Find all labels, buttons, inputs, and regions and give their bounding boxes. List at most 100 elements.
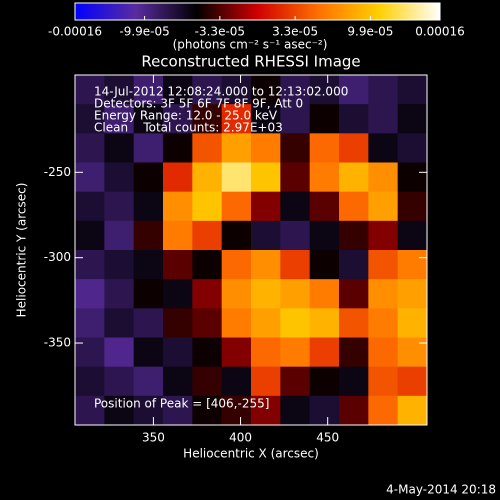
heatmap-cell [104,395,135,426]
heatmap-cell [339,395,369,426]
heatmap-cell [251,220,281,251]
heatmap-cell [368,337,399,368]
heatmap [75,75,428,426]
heatmap-cell [309,162,340,193]
heatmap-cell [221,133,252,163]
heatmap-cell [280,162,311,193]
heatmap-cell [251,162,281,193]
heatmap-cell [368,395,399,426]
chart-title: Reconstructed RHESSI Image [141,53,360,71]
heatmap-cell [280,75,311,105]
heatmap-cell [104,279,135,309]
heatmap-cell [133,220,164,251]
heatmap-cell [339,250,369,280]
heatmap-cell [163,250,193,280]
heatmap-cell [280,220,311,251]
heatmap-cell [221,220,252,251]
heatmap-cell [75,366,105,397]
heatmap-cell [397,220,428,251]
heatmap-cell [75,162,105,193]
heatmap-cell [192,395,223,426]
heatmap-cell [75,308,105,338]
heatmap-cell [75,279,105,309]
heatmap-cell [397,279,428,309]
heatmap-cell [339,191,369,222]
heatmap-cell [75,75,105,105]
heatmap-cell [75,104,105,134]
heatmap-cell [339,162,369,193]
heatmap-cell [339,220,369,251]
heatmap-cell [339,308,369,338]
heatmap-cell [133,366,164,397]
heatmap-cell [163,191,193,222]
heatmap-cell [163,308,193,338]
x-tick-label: 350 [142,431,165,445]
heatmap-cell [368,250,399,280]
heatmap-cell [75,250,105,280]
heatmap-cell [133,308,164,338]
heatmap-cell [309,366,340,397]
colorbar-tick-label: -9.9e-05 [119,25,169,39]
heatmap-cell [251,250,281,280]
heatmap-cell [133,250,164,280]
heatmap-cell [309,133,340,163]
heatmap-cell [192,279,223,309]
heatmap-cell [309,279,340,309]
annotation: Detectors: 3F 5F 6F 7F 8F 9F, Att 0 [94,97,303,111]
heatmap-cell [133,279,164,309]
annotation: 14-Jul-2012 12:08:24.000 to 12:13:02.000 [94,85,348,99]
heatmap-cell [192,104,223,134]
colorbar-tick-label: -0.00016 [48,25,102,39]
heatmap-cell [75,395,105,426]
heatmap-cell [133,162,164,193]
colorbar-tick-label: 9.9e-05 [347,25,393,39]
heatmap-cell [133,75,164,105]
x-tick-label: 450 [316,431,339,445]
y-tick-label: -250 [44,165,71,179]
heatmap-cell [397,250,428,280]
heatmap-cell [192,220,223,251]
heatmap-cell [339,279,369,309]
heatmap-cell [192,250,223,280]
heatmap-cell [397,75,428,105]
heatmap-cell [104,220,135,251]
heatmap-cell [251,395,281,426]
heatmap-cell [221,366,252,397]
heatmap-cell [133,191,164,222]
heatmap-cell [339,104,369,134]
heatmap-cell [397,162,428,193]
heatmap-cell [221,337,252,368]
heatmap-cell [163,279,193,309]
heatmap-cell [104,133,135,163]
heatmap-cell [192,162,223,193]
heatmap-cell [104,250,135,280]
heatmap-cell [280,133,311,163]
heatmap-cell [221,191,252,222]
heatmap-cell [251,337,281,368]
heatmap-cell [104,75,135,105]
heatmap-cell [368,162,399,193]
heatmap-cell [368,191,399,222]
colorbar-tick-label: 0.00016 [415,25,465,39]
colorbar [74,2,441,21]
heatmap-cell [75,133,105,163]
annotation: Position of Peak = [406,-255] [94,397,269,411]
heatmap-cell [192,366,223,397]
timestamp: 4-May-2014 20:18 [386,483,496,497]
heatmap-cell [397,104,428,134]
heatmap-cell [309,191,340,222]
heatmap-cell [309,220,340,251]
heatmap-cell [397,191,428,222]
heatmap-cell [133,337,164,368]
heatmap-cell [221,395,252,426]
x-axis-label: Heliocentric X (arcsec) [183,447,319,461]
heatmap-cell [75,191,105,222]
y-tick-label: -300 [44,250,71,264]
heatmap-cell [221,250,252,280]
heatmap-cell [339,366,369,397]
annotation: Energy Range: 12.0 - 25.0 keV [94,109,278,123]
heatmap-cell [104,337,135,368]
heatmap-cell [192,75,223,105]
heatmap-cell [280,191,311,222]
